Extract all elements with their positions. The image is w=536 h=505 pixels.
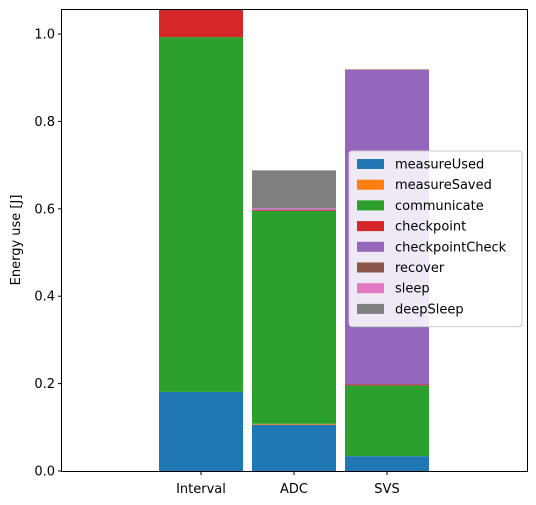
legend-swatch-deepSleep — [357, 303, 384, 314]
x-axis: Interval ADC SVS — [176, 471, 400, 497]
y-tick-label: 0.4 — [34, 290, 55, 305]
legend-label-checkpoint: checkpoint — [395, 220, 466, 235]
x-tick-label-interval: Interval — [176, 482, 226, 497]
y-tick-label: 1.0 — [34, 28, 55, 43]
y-tick-label: 0.2 — [34, 377, 55, 392]
y-tick-label: 0.6 — [34, 202, 55, 217]
legend-swatch-checkpointCheck — [357, 241, 384, 252]
bar-segment-deepSleep-adc — [252, 170, 336, 209]
y-tick-label: 0.0 — [34, 465, 55, 480]
bar-segment-measureUsed-adc — [252, 424, 336, 471]
legend-swatch-communicate — [357, 200, 384, 211]
x-tick-label-svs: SVS — [374, 482, 399, 497]
legend-label-measureUsed: measureUsed — [395, 158, 484, 173]
legend-label-measureSaved: measureSaved — [395, 178, 492, 193]
legend-label-recover: recover — [395, 261, 445, 276]
y-axis: 0.0 0.2 0.4 0.6 0.8 1.0 — [34, 28, 62, 480]
legend: measureUsed measureSaved communicate checkp… — [348, 150, 523, 328]
bar-segment-checkpoint-adc — [252, 210, 336, 212]
legend-swatch-measureUsed — [357, 159, 384, 169]
bar-segment-communicate-interval — [159, 37, 243, 392]
bar-segment-checkpoint-svs — [345, 384, 429, 386]
bar-segment-measureUsed-svs — [345, 456, 429, 471]
bar-segment-communicate-svs — [345, 385, 429, 457]
bar-segment-communicate-adc — [252, 211, 336, 424]
legend-label-deepSleep: deepSleep — [395, 302, 464, 317]
legend-label-checkpointCheck: checkpointCheck — [395, 240, 507, 255]
bar-segment-recover-svs — [345, 69, 429, 70]
legend-label-communicate: communicate — [395, 199, 484, 214]
legend-swatch-measureSaved — [357, 179, 384, 190]
y-tick-label: 0.8 — [34, 115, 55, 130]
legend-swatch-checkpoint — [357, 221, 384, 232]
bars-layer — [159, 10, 429, 471]
y-axis-label: Energy use [J] — [9, 195, 24, 286]
bar-segment-checkpoint-interval — [159, 10, 243, 38]
bar-segment-measureSaved-adc — [252, 423, 336, 425]
legend-box — [348, 150, 523, 328]
legend-swatch-sleep — [357, 283, 384, 294]
bar-segment-measureUsed-interval — [159, 391, 243, 471]
bar-segment-sleep-adc — [252, 208, 336, 210]
x-tick-label-adc: ADC — [280, 482, 308, 497]
legend-label-sleep: sleep — [395, 282, 430, 297]
legend-swatch-recover — [357, 262, 384, 273]
bar-segment-checkpointCheck-adc — [252, 209, 336, 211]
